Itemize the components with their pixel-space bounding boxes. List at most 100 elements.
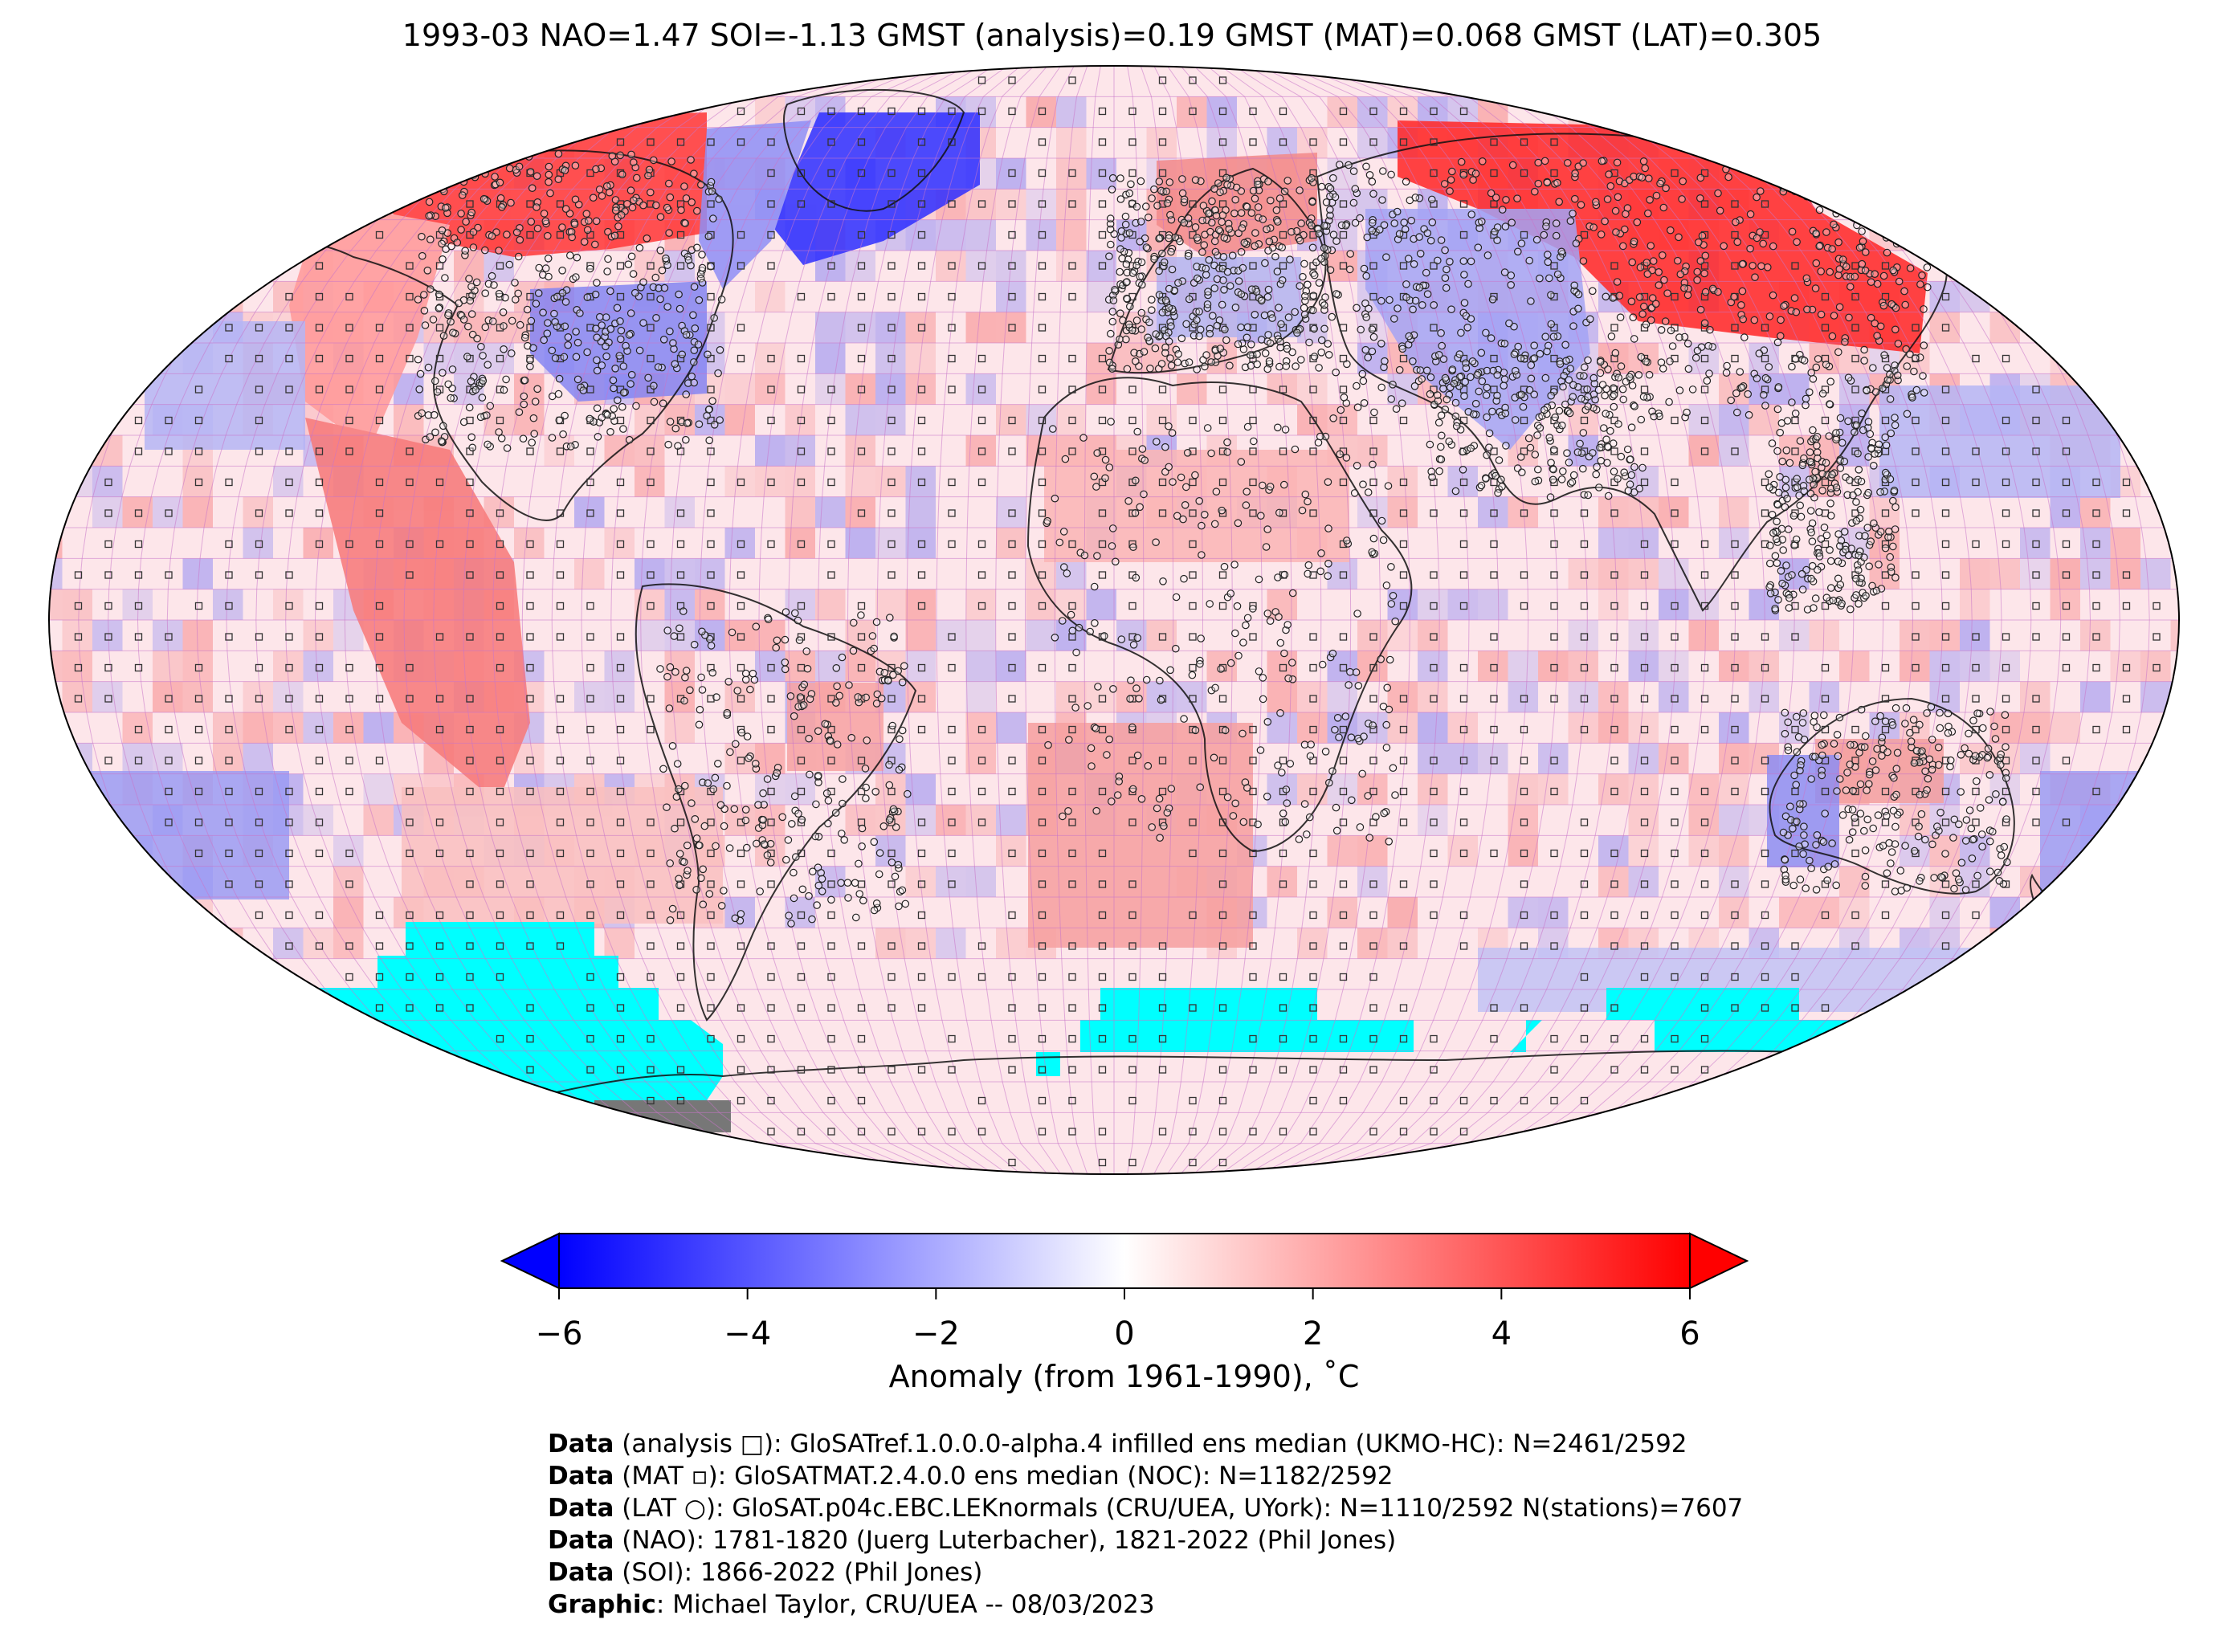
grid-cell	[1026, 96, 1056, 128]
station-marker	[1610, 384, 1618, 392]
station-marker	[1136, 272, 1145, 281]
station-marker	[1841, 174, 1849, 183]
station-marker	[1360, 732, 1368, 740]
station-marker	[694, 341, 703, 349]
station-marker	[591, 290, 600, 299]
ocean-marker	[1430, 200, 1438, 208]
station-marker	[682, 390, 690, 398]
station-marker	[1645, 370, 1654, 379]
station-marker	[1493, 236, 1501, 244]
station-marker	[1985, 867, 1994, 875]
grid-cell	[2170, 743, 2179, 774]
grid-cell	[1960, 651, 1990, 682]
ocean-marker	[977, 107, 986, 116]
grid-cell	[936, 219, 966, 251]
station-marker	[833, 740, 842, 748]
grid-cell	[755, 281, 786, 312]
grid-cell	[1960, 589, 1990, 620]
station-marker	[1276, 343, 1284, 352]
station-marker	[1423, 229, 1432, 238]
station-marker	[1806, 856, 1814, 865]
station-marker	[1863, 786, 1871, 794]
grid-cell	[153, 127, 183, 158]
station-marker	[1833, 730, 1842, 739]
station-marker	[1936, 724, 1944, 732]
grid-cell	[243, 127, 273, 158]
grid-cell	[1628, 835, 1659, 867]
station-marker	[1655, 267, 1663, 276]
station-marker	[1790, 294, 1799, 302]
station-marker	[629, 270, 638, 278]
grid-cell	[92, 281, 123, 312]
station-marker	[1589, 223, 1598, 231]
station-marker	[1973, 871, 1981, 880]
station-marker	[1237, 290, 1246, 299]
station-marker	[1732, 218, 1740, 226]
station-marker	[1201, 510, 1209, 519]
station-marker	[696, 181, 705, 189]
ocean-marker	[225, 324, 233, 332]
station-marker	[1901, 842, 1909, 850]
station-marker	[1737, 383, 1746, 392]
station-marker	[1636, 263, 1645, 271]
warm-anomaly-north-africa	[1044, 450, 1349, 562]
station-marker	[904, 789, 912, 798]
station-marker	[731, 914, 740, 923]
station-marker	[564, 332, 573, 341]
grid-cell	[1538, 651, 1569, 682]
station-marker	[544, 254, 553, 263]
station-marker	[1862, 591, 1870, 600]
station-marker	[1155, 177, 1164, 186]
grid-cell	[574, 496, 605, 528]
station-marker	[1613, 278, 1622, 286]
station-marker	[858, 824, 867, 833]
station-marker	[1225, 225, 1234, 233]
station-marker	[814, 778, 822, 787]
station-marker	[1368, 226, 1377, 235]
grid-cell	[153, 96, 183, 128]
station-marker	[1778, 166, 1787, 175]
station-marker	[1060, 563, 1068, 571]
station-marker	[1124, 496, 1132, 505]
grid-cell	[1327, 897, 1357, 928]
station-marker	[796, 693, 805, 701]
grid-cell	[1869, 127, 1900, 158]
station-marker	[479, 352, 487, 360]
station-marker	[663, 803, 671, 811]
station-marker	[1101, 455, 1110, 464]
station-marker	[1132, 573, 1141, 582]
grid-cell	[604, 928, 635, 959]
station-marker	[1309, 292, 1318, 300]
station-marker	[1402, 293, 1410, 301]
station-marker	[781, 855, 790, 864]
station-marker	[1798, 169, 1806, 177]
grid-cell	[1267, 589, 1297, 620]
station-marker	[1304, 280, 1312, 289]
grid-cell	[905, 373, 936, 405]
station-marker	[455, 299, 463, 308]
station-marker	[1478, 377, 1487, 385]
station-marker	[598, 414, 606, 422]
station-marker	[806, 695, 814, 704]
grid-cell	[1538, 897, 1569, 928]
grid-cell	[1418, 589, 1448, 620]
station-marker	[675, 290, 683, 299]
station-marker	[1838, 255, 1847, 263]
station-marker	[1129, 640, 1138, 649]
grid-cell	[333, 620, 364, 651]
station-marker	[1836, 581, 1845, 589]
station-marker	[491, 173, 499, 181]
ocean-marker	[406, 292, 414, 301]
station-marker	[1188, 671, 1197, 679]
station-marker	[1234, 277, 1243, 285]
grid-cell	[815, 312, 846, 343]
station-marker	[1796, 766, 1804, 775]
grid-cell	[1960, 127, 1990, 158]
station-marker	[1798, 719, 1807, 727]
station-marker	[1602, 292, 1610, 301]
station-marker	[668, 741, 677, 750]
station-marker	[1135, 694, 1143, 703]
station-marker	[541, 217, 550, 226]
station-marker	[1179, 515, 1187, 524]
station-marker	[838, 830, 846, 838]
